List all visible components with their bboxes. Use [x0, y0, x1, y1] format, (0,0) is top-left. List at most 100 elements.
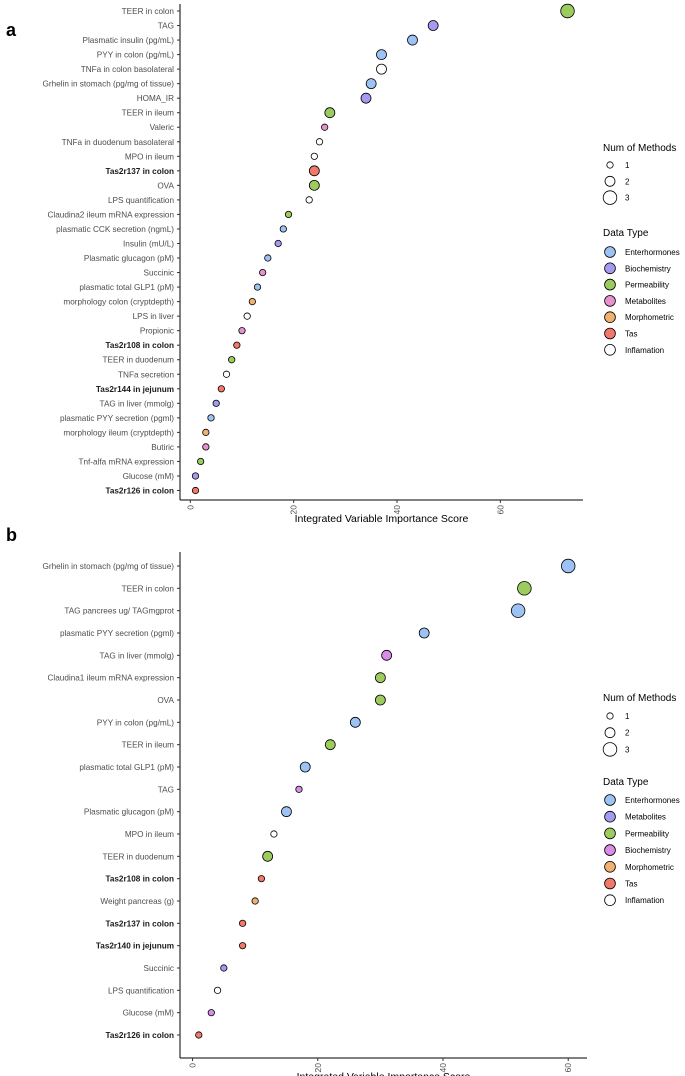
- y-tick-label: TNFa secretion: [118, 370, 174, 379]
- y-tick-label: PYY in colon (pg/mL): [97, 51, 174, 60]
- y-tick-label: Succinic: [144, 964, 175, 973]
- data-point: [407, 34, 418, 46]
- y-tick-label: TEER in colon: [122, 7, 175, 16]
- y-tick-label: Weight pancreas (g): [100, 897, 174, 906]
- y-tick-label: Propionic: [140, 327, 174, 336]
- legend-type-key: [604, 278, 616, 291]
- legend-size-label: 2: [625, 177, 630, 186]
- data-point: [510, 603, 526, 618]
- y-tick-label: OVA: [157, 696, 174, 705]
- legend-size-key: [604, 175, 616, 187]
- data-point: [212, 399, 220, 407]
- legend-size-key: [606, 161, 614, 169]
- y-tick-label: TAG: [158, 785, 174, 794]
- legend-type-label: Biochemistry: [625, 264, 671, 273]
- x-tick-label: 40: [438, 1063, 448, 1073]
- legend-size-label: 3: [625, 194, 630, 203]
- y-tick-label: Claudina1 ileum mRNA expression: [47, 674, 174, 683]
- legend-type-label: Enterhormones: [625, 796, 680, 805]
- y-tick-label: TNFa in colon basolateral: [81, 65, 174, 74]
- y-tick-label: TNFa in duodenum basolateral: [62, 138, 175, 147]
- data-point: [427, 20, 439, 31]
- data-point: [299, 761, 311, 773]
- legend-size-label: 2: [625, 729, 630, 738]
- legend-type-label: Metabolites: [625, 297, 666, 306]
- data-point: [253, 283, 262, 291]
- data-point: [315, 138, 324, 146]
- data-point: [270, 830, 278, 838]
- data-point: [233, 341, 241, 349]
- y-tick-label: TAG pancrees ug/ TAGmgprot: [64, 607, 174, 616]
- data-point: [374, 672, 386, 684]
- data-point: [222, 370, 231, 378]
- x-tick-label: 40: [392, 505, 402, 515]
- legend-size-key: [604, 727, 616, 739]
- legend-type-key: [604, 844, 616, 856]
- data-point: [308, 179, 320, 191]
- x-axis-title: Integrated Variable Importance Score: [297, 1071, 471, 1076]
- chart-panel-b: 0 20 40 60 Integrated Variable Importance Sc…: [42, 552, 680, 1076]
- data-point: [202, 443, 210, 451]
- data-point: [349, 716, 361, 728]
- y-tick-label: plasmatic PYY secretion (pgml): [60, 414, 174, 423]
- legend-type-label: Enterhormones: [625, 248, 680, 257]
- y-tick-label: Grhelin in stomach (pg/mg of tissue): [42, 562, 174, 571]
- legend-type-key: [604, 295, 616, 307]
- y-tick-label: plasmatic total GLP1 (pM): [79, 283, 174, 292]
- data-point: [202, 428, 210, 436]
- data-point: [220, 964, 228, 972]
- y-tick-label: TAG: [158, 22, 174, 31]
- x-tick-label: 60: [563, 1063, 573, 1073]
- data-point: [262, 850, 274, 862]
- legend-type-key: [604, 246, 616, 258]
- legend-type-label: Metabolites: [625, 813, 666, 822]
- legend-type-title: Data Type: [603, 777, 649, 788]
- y-tick-label: Tas2r108 in colon: [105, 875, 174, 884]
- y-tick-label: OVA: [157, 181, 174, 190]
- data-point: [248, 298, 256, 306]
- legend-size-title: Num of Methods: [603, 693, 676, 704]
- data-point: [257, 875, 265, 883]
- legend-size-key: [602, 742, 618, 757]
- y-tick-label: TEER in colon: [122, 584, 175, 593]
- data-point: [238, 327, 246, 335]
- data-point: [191, 472, 200, 480]
- data-point: [274, 239, 282, 248]
- legend-size-title: Num of Methods: [603, 143, 676, 154]
- data-point: [207, 414, 215, 422]
- y-tick-label: Claudina2 ileum mRNA expression: [47, 210, 174, 219]
- data-point: [195, 1031, 203, 1039]
- legend-type-label: Morphometric: [625, 863, 674, 872]
- legend-size-label: 3: [625, 745, 630, 754]
- data-point: [239, 919, 247, 927]
- legend-type-title: Data Type: [603, 228, 649, 239]
- data-point: [561, 558, 576, 574]
- y-tick-label: Tnf-alfa mRNA expression: [78, 457, 174, 466]
- legend-type-label: Tas: [625, 880, 637, 889]
- data-point: [517, 581, 532, 596]
- data-point: [207, 1009, 215, 1017]
- data-point: [374, 694, 386, 706]
- y-tick-label: Insulin (mU/L): [123, 239, 174, 248]
- panel-label-a: a: [6, 20, 17, 40]
- data-point: [365, 78, 377, 90]
- data-point: [376, 49, 387, 60]
- y-tick-label: LPS quantification: [108, 196, 174, 205]
- legend-type-key: [604, 262, 616, 275]
- y-tick-label: plasmatic PYY secretion (pgml): [60, 629, 174, 638]
- data-point: [251, 897, 259, 905]
- y-tick-label: TEER in duodenum: [103, 356, 175, 365]
- y-tick-label: Plasmatic insulin (pg/mL): [83, 36, 175, 45]
- data-point: [360, 92, 372, 104]
- data-point: [281, 806, 292, 818]
- legend-size-key: [602, 190, 618, 205]
- y-tick-label: HOMA_IR: [137, 94, 174, 103]
- y-tick-label: Tas2r126 in colon: [105, 487, 174, 496]
- data-point: [324, 107, 336, 119]
- y-tick-label: morphology ileum (cryptdepth): [63, 428, 174, 437]
- legend-type-key: [604, 860, 616, 873]
- y-tick-label: Valeric: [150, 123, 174, 132]
- data-point: [239, 942, 247, 950]
- y-tick-label: Tas2r137 in colon: [105, 919, 174, 928]
